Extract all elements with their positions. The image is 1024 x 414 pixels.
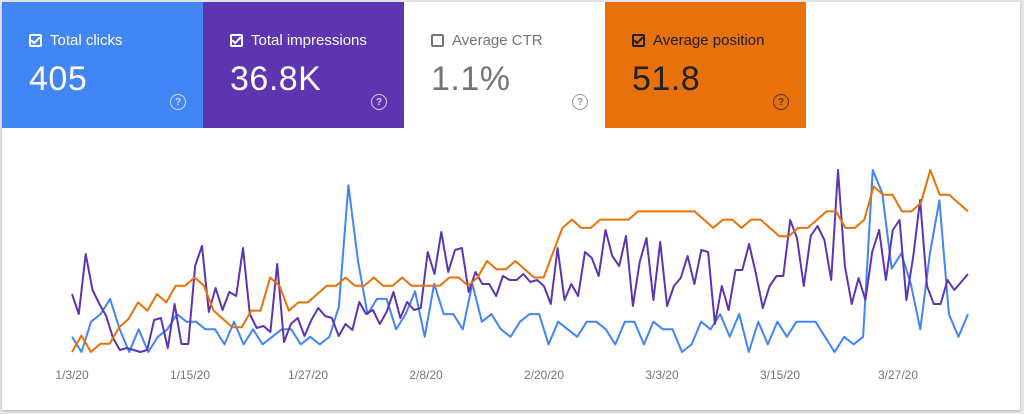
x-tick-label: 2/8/20 xyxy=(409,368,443,382)
checkbox-checked-icon[interactable] xyxy=(632,33,645,47)
x-tick-label: 1/27/20 xyxy=(288,368,328,382)
metric-label: Average position xyxy=(653,31,765,49)
checkbox-checked-icon[interactable] xyxy=(230,33,243,47)
metric-value: 1.1% xyxy=(431,60,511,98)
checkbox-unchecked-icon[interactable] xyxy=(431,33,444,47)
x-tick-label: 2/20/20 xyxy=(524,368,564,382)
metric-value: 36.8K xyxy=(230,60,322,98)
performance-line-chart: 1/3/20 1/15/20 1/27/20 2/8/20 2/20/20 3/3/20 3… xyxy=(55,169,969,382)
tile-average-position[interactable]: Average position 51.8 ? xyxy=(605,2,806,128)
performance-card: Total clicks 405 ? Total impressions 36.… xyxy=(2,2,1020,410)
tile-total-impressions[interactable]: Total impressions 36.8K ? xyxy=(203,2,404,128)
chart-series-group xyxy=(71,169,969,353)
help-icon[interactable]: ? xyxy=(371,94,387,110)
series-line-impressions xyxy=(71,169,969,353)
help-icon[interactable]: ? xyxy=(572,94,588,110)
checkbox-checked-icon[interactable] xyxy=(29,33,42,47)
x-tick-label: 3/3/20 xyxy=(645,368,679,382)
x-tick-label: 1/15/20 xyxy=(170,368,210,382)
series-line-clicks xyxy=(71,169,969,353)
help-icon[interactable]: ? xyxy=(773,94,789,110)
x-axis-ticks: 1/3/20 1/15/20 1/27/20 2/8/20 2/20/20 3/3/20 3… xyxy=(55,368,918,382)
x-tick-label: 3/15/20 xyxy=(760,368,800,382)
series-line-position xyxy=(71,169,969,353)
tile-total-clicks[interactable]: Total clicks 405 ? xyxy=(2,2,203,128)
metric-label: Total clicks xyxy=(50,31,123,49)
help-icon[interactable]: ? xyxy=(170,94,186,110)
metric-value: 51.8 xyxy=(632,60,701,98)
x-tick-label: 3/27/20 xyxy=(878,368,918,382)
metric-label: Total impressions xyxy=(251,31,367,49)
x-tick-label: 1/3/20 xyxy=(55,368,89,382)
metric-label: Average CTR xyxy=(452,31,543,49)
tile-average-ctr[interactable]: Average CTR 1.1% ? xyxy=(404,2,605,128)
metric-value: 405 xyxy=(29,60,88,98)
metric-tiles: Total clicks 405 ? Total impressions 36.… xyxy=(2,2,806,128)
